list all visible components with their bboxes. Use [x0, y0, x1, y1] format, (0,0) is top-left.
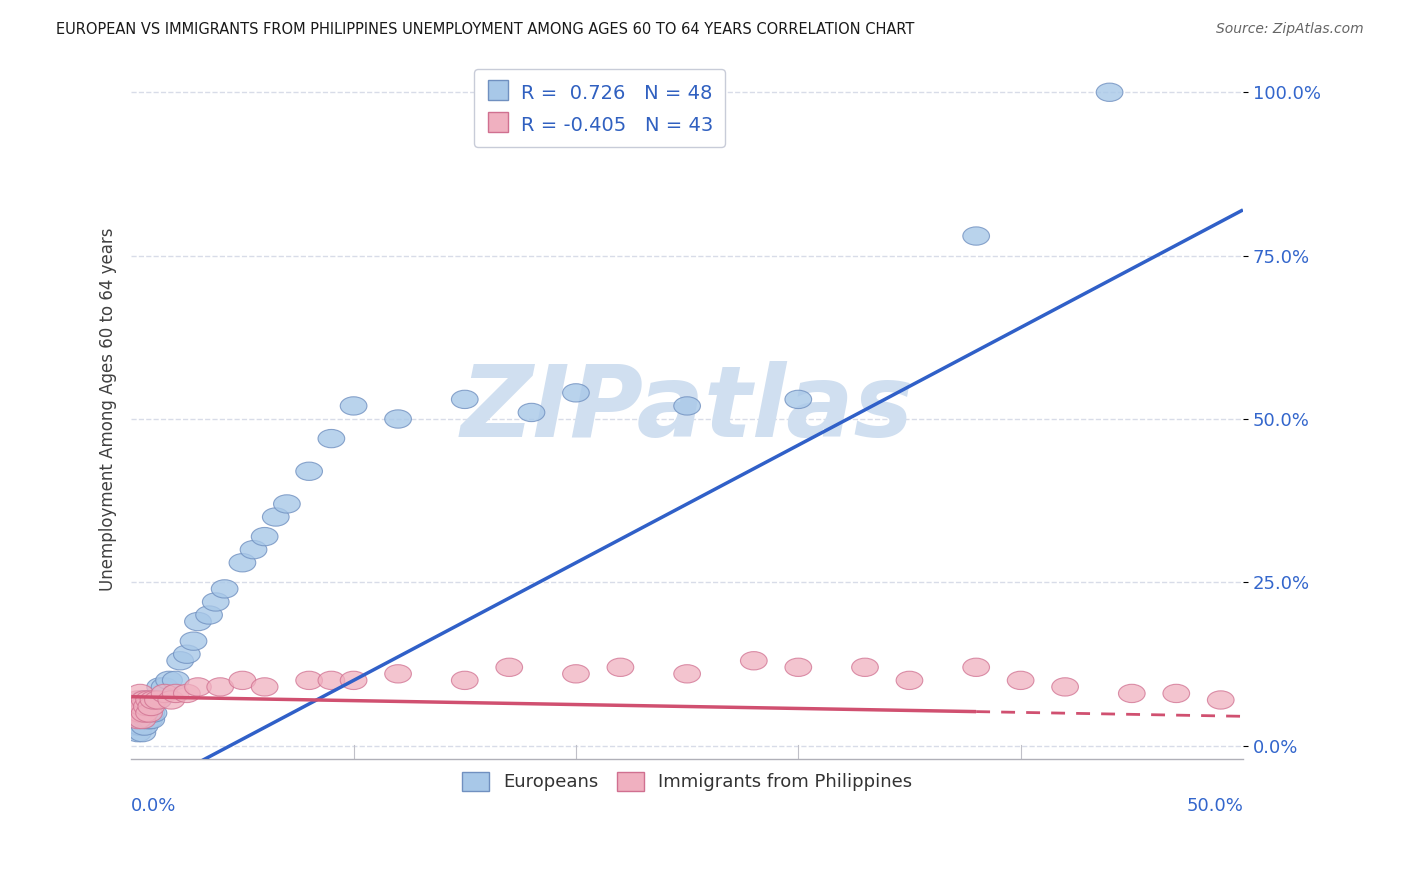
Ellipse shape [141, 690, 167, 709]
Ellipse shape [131, 704, 157, 723]
Ellipse shape [145, 690, 172, 709]
Ellipse shape [963, 658, 990, 676]
Ellipse shape [963, 227, 990, 245]
Text: Source: ZipAtlas.com: Source: ZipAtlas.com [1216, 22, 1364, 37]
Ellipse shape [180, 632, 207, 650]
Ellipse shape [240, 541, 267, 558]
Ellipse shape [156, 671, 183, 690]
Ellipse shape [207, 678, 233, 696]
Ellipse shape [146, 678, 173, 696]
Ellipse shape [184, 678, 211, 696]
Ellipse shape [562, 665, 589, 683]
Ellipse shape [195, 606, 222, 624]
Ellipse shape [1007, 671, 1033, 690]
Ellipse shape [129, 690, 156, 709]
Ellipse shape [129, 710, 156, 729]
Ellipse shape [607, 658, 634, 676]
Ellipse shape [496, 658, 523, 676]
Ellipse shape [136, 690, 162, 709]
Y-axis label: Unemployment Among Ages 60 to 64 years: Unemployment Among Ages 60 to 64 years [100, 227, 117, 591]
Ellipse shape [129, 710, 156, 729]
Ellipse shape [157, 690, 184, 709]
Ellipse shape [229, 554, 256, 572]
Ellipse shape [562, 384, 589, 402]
Ellipse shape [145, 690, 172, 709]
Legend: Europeans, Immigrants from Philippines: Europeans, Immigrants from Philippines [454, 765, 920, 798]
Ellipse shape [295, 671, 322, 690]
Ellipse shape [162, 671, 188, 690]
Ellipse shape [451, 671, 478, 690]
Ellipse shape [263, 508, 290, 526]
Ellipse shape [129, 698, 156, 715]
Ellipse shape [1208, 690, 1234, 709]
Ellipse shape [136, 704, 162, 723]
Ellipse shape [673, 397, 700, 415]
Ellipse shape [385, 409, 412, 428]
Ellipse shape [131, 690, 157, 709]
Ellipse shape [340, 397, 367, 415]
Ellipse shape [138, 698, 165, 715]
Ellipse shape [340, 671, 367, 690]
Ellipse shape [127, 717, 153, 735]
Ellipse shape [152, 684, 179, 703]
Text: ZIPatlas: ZIPatlas [461, 360, 914, 458]
Text: EUROPEAN VS IMMIGRANTS FROM PHILIPPINES UNEMPLOYMENT AMONG AGES 60 TO 64 YEARS C: EUROPEAN VS IMMIGRANTS FROM PHILIPPINES … [56, 22, 915, 37]
Ellipse shape [127, 704, 153, 723]
Ellipse shape [274, 495, 301, 513]
Ellipse shape [211, 580, 238, 598]
Ellipse shape [134, 698, 160, 715]
Ellipse shape [134, 698, 160, 715]
Ellipse shape [173, 684, 200, 703]
Ellipse shape [136, 710, 162, 729]
Ellipse shape [184, 613, 211, 631]
Ellipse shape [127, 684, 153, 703]
Ellipse shape [852, 658, 879, 676]
Ellipse shape [785, 658, 811, 676]
Ellipse shape [127, 698, 153, 715]
Ellipse shape [131, 717, 157, 735]
Ellipse shape [785, 390, 811, 409]
Ellipse shape [252, 678, 278, 696]
Ellipse shape [252, 527, 278, 546]
Ellipse shape [167, 652, 194, 670]
Text: 50.0%: 50.0% [1187, 797, 1243, 815]
Ellipse shape [229, 671, 256, 690]
Text: 0.0%: 0.0% [131, 797, 177, 815]
Ellipse shape [141, 690, 167, 709]
Ellipse shape [152, 678, 179, 696]
Ellipse shape [451, 390, 478, 409]
Ellipse shape [519, 403, 544, 422]
Ellipse shape [122, 710, 149, 729]
Ellipse shape [318, 671, 344, 690]
Ellipse shape [202, 593, 229, 611]
Ellipse shape [896, 671, 922, 690]
Ellipse shape [741, 652, 768, 670]
Ellipse shape [125, 723, 152, 742]
Ellipse shape [129, 723, 156, 742]
Ellipse shape [1163, 684, 1189, 703]
Ellipse shape [138, 710, 165, 729]
Ellipse shape [173, 645, 200, 664]
Ellipse shape [141, 704, 167, 723]
Ellipse shape [136, 698, 162, 715]
Ellipse shape [134, 710, 160, 729]
Ellipse shape [131, 690, 157, 709]
Ellipse shape [125, 690, 152, 709]
Ellipse shape [125, 710, 152, 729]
Ellipse shape [385, 665, 412, 683]
Ellipse shape [162, 684, 188, 703]
Ellipse shape [1118, 684, 1144, 703]
Ellipse shape [318, 429, 344, 448]
Ellipse shape [120, 717, 146, 735]
Ellipse shape [122, 698, 149, 715]
Ellipse shape [138, 704, 165, 723]
Ellipse shape [131, 704, 157, 723]
Ellipse shape [295, 462, 322, 481]
Ellipse shape [673, 665, 700, 683]
Ellipse shape [1097, 83, 1123, 102]
Ellipse shape [1052, 678, 1078, 696]
Ellipse shape [120, 704, 146, 723]
Ellipse shape [125, 704, 152, 723]
